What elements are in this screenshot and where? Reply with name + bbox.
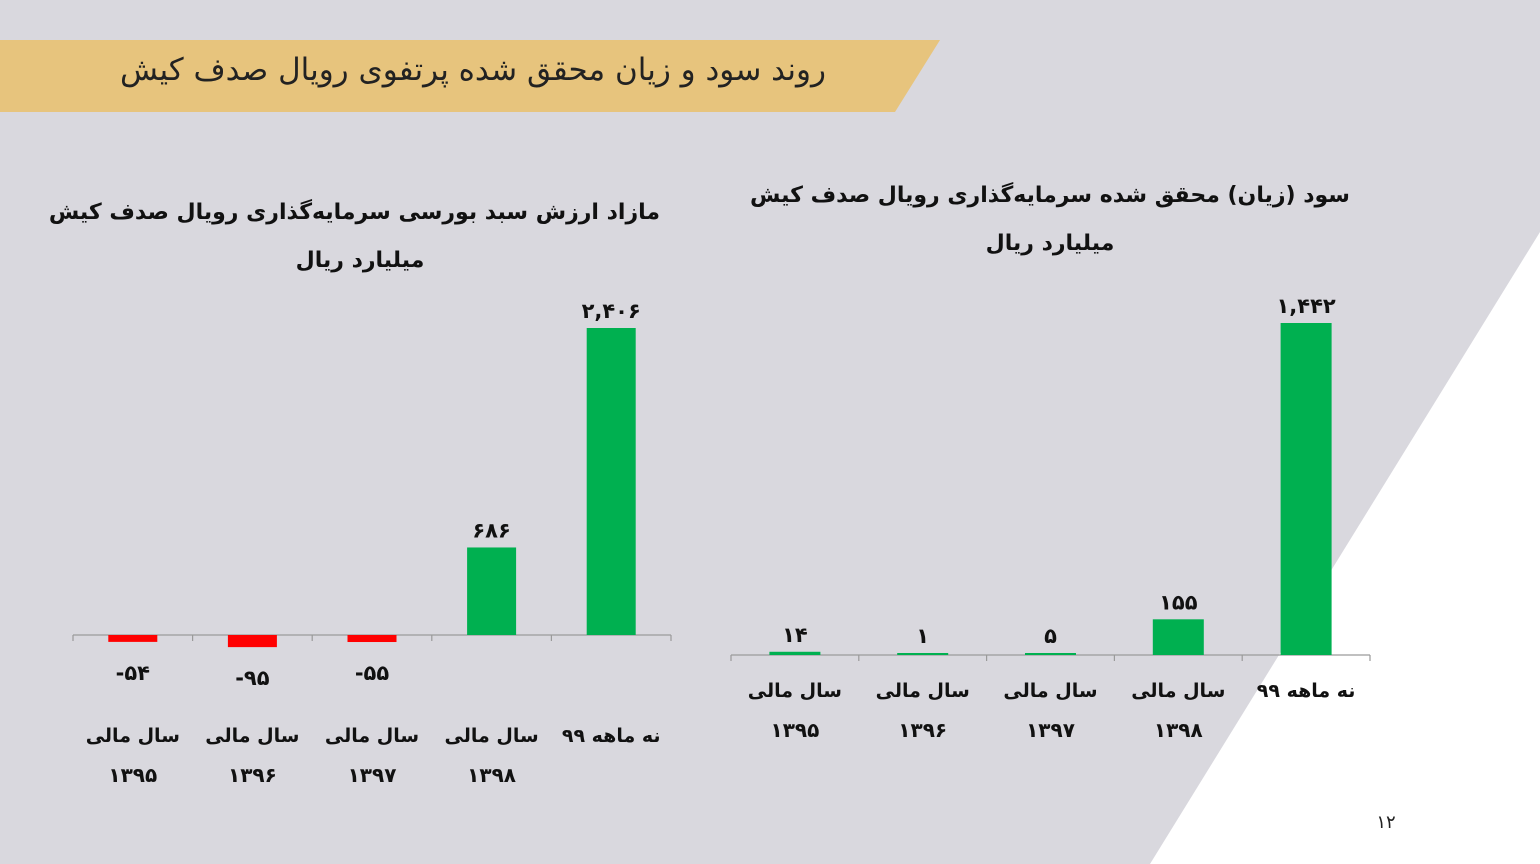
page-number: ۱۲ — [1376, 812, 1396, 833]
category-label-year: ۱۳۹۷ — [348, 763, 397, 787]
category-label: سال مالی — [86, 725, 180, 747]
bar — [347, 635, 397, 643]
category-label: سال مالی — [205, 725, 299, 747]
chart-subtitle-right: میلیارد ریال — [985, 231, 1115, 256]
category-label: سال مالی — [325, 725, 419, 747]
category-label-year: ۱۳۹۷ — [1026, 718, 1075, 742]
category-label-year: ۱۳۹۵ — [108, 763, 157, 787]
chart-subtitle-left: میلیارد ریال — [295, 248, 425, 273]
category-label: سال مالی — [748, 680, 842, 702]
white-corner-triangle — [1150, 232, 1540, 864]
category-label: نه ماهه ۹۹ — [562, 725, 661, 747]
data-label: ۱ — [916, 624, 929, 648]
data-label: ۱۴ — [782, 623, 808, 647]
category-label-year: ۱۳۹۵ — [770, 718, 819, 742]
data-label: ۶۸۶ — [472, 518, 510, 542]
bar — [586, 328, 636, 635]
bar — [897, 653, 949, 655]
category-label: نه ماهه ۹۹ — [1257, 680, 1356, 702]
data-label: ۱,۴۴۲ — [1276, 294, 1335, 318]
category-label: سال مالی — [1131, 680, 1225, 702]
category-label: سال مالی — [445, 725, 539, 747]
category-label-year: ۱۳۹۸ — [1154, 718, 1203, 742]
data-label: ۵ — [1044, 624, 1057, 648]
bar — [227, 635, 277, 648]
bar — [1025, 653, 1076, 655]
bar — [108, 635, 158, 642]
data-label: ۱۵۵ — [1159, 590, 1198, 614]
bar — [1152, 619, 1204, 655]
chart-title-left: مازاد ارزش سبد بورسی سرمایه‌گذاری رویال … — [48, 200, 660, 225]
data-label: ۲,۴۰۶ — [582, 299, 641, 323]
category-label: سال مالی — [1003, 680, 1097, 702]
data-label: -۵۵ — [355, 661, 390, 685]
category-label: سال مالی — [876, 680, 970, 702]
bar — [1280, 323, 1332, 655]
bar — [769, 651, 821, 655]
category-label-year: ۱۳۹۶ — [898, 718, 947, 742]
chart-title-right: سود (زیان) محقق شده سرمایه‌گذاری رویال ص… — [750, 183, 1350, 208]
data-label: -۹۵ — [235, 666, 270, 690]
category-label-year: ۱۳۹۸ — [467, 763, 516, 787]
header-band — [0, 40, 940, 112]
slide-title: روند سود و زیان محقق شده پرتفوی رویال صد… — [120, 52, 826, 88]
data-label: -۵۴ — [116, 661, 151, 685]
bar — [467, 547, 517, 635]
category-label-year: ۱۳۹۶ — [228, 763, 277, 787]
